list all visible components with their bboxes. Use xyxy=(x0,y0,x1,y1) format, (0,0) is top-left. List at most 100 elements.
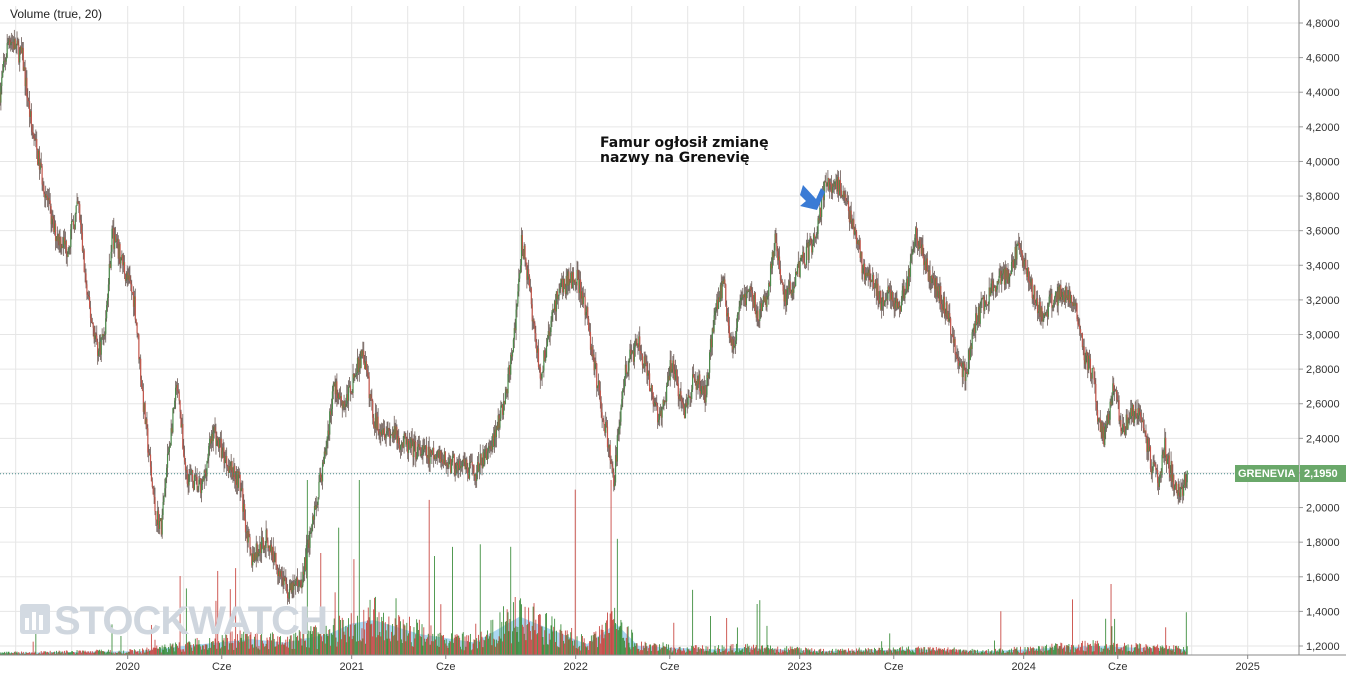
candle-body xyxy=(963,362,965,365)
candle-body xyxy=(831,186,833,193)
candle-body xyxy=(719,284,721,302)
candle-body xyxy=(962,362,964,378)
candle-body xyxy=(1032,297,1034,300)
candle-body xyxy=(726,305,728,317)
candle-body xyxy=(988,287,990,305)
candle-body xyxy=(184,461,187,471)
candle-body xyxy=(209,438,212,444)
candle-body xyxy=(809,238,811,243)
candle-body xyxy=(1061,296,1063,300)
candle-body xyxy=(1107,414,1109,424)
candle-body xyxy=(951,334,954,336)
candle-body xyxy=(812,244,814,253)
candle-body xyxy=(1169,473,1171,478)
candle-body xyxy=(235,471,238,485)
candle-body xyxy=(167,452,170,454)
candle-body xyxy=(481,464,483,468)
candle-body xyxy=(25,77,27,87)
candle-body xyxy=(1153,462,1155,464)
candle-body xyxy=(333,382,335,385)
y-tick-label: 3,2000 xyxy=(1306,295,1340,307)
candle-body xyxy=(38,150,41,170)
candle-body xyxy=(1160,471,1162,475)
candle-body xyxy=(1068,289,1070,302)
candle-body xyxy=(326,439,328,447)
candle-body xyxy=(808,242,810,261)
candle-body xyxy=(717,299,719,309)
candle-body xyxy=(1127,419,1129,429)
candle-body xyxy=(1016,244,1018,260)
candle-body xyxy=(209,438,211,447)
candle-body xyxy=(360,350,362,368)
candle-body xyxy=(821,194,823,218)
candle-body xyxy=(559,288,561,290)
candle-body xyxy=(298,580,300,587)
candle-body xyxy=(867,272,869,277)
candle-body xyxy=(709,352,711,373)
candle-body xyxy=(983,296,985,311)
candle-body xyxy=(1186,470,1188,483)
candle-body xyxy=(123,262,126,275)
candle-body xyxy=(986,304,988,306)
candle-body xyxy=(399,444,401,450)
candle-body xyxy=(557,295,559,300)
candle-body xyxy=(1131,404,1134,416)
candle-body xyxy=(444,451,446,466)
candle-body xyxy=(183,448,185,456)
candle-body xyxy=(977,306,980,323)
candle-body xyxy=(984,300,986,311)
candle-body xyxy=(389,430,391,439)
candle-body xyxy=(95,333,97,336)
candle-body xyxy=(666,381,669,386)
candle-body xyxy=(416,457,418,460)
candle-body xyxy=(992,280,994,292)
candle-body xyxy=(252,553,255,562)
candle-body xyxy=(833,183,835,187)
candle-body xyxy=(941,309,944,311)
candle-body xyxy=(228,465,230,473)
candle-body xyxy=(1069,289,1071,304)
candle-body xyxy=(188,474,190,486)
candle-body xyxy=(1072,302,1075,306)
candle-body xyxy=(721,280,723,299)
candle-body xyxy=(838,177,840,195)
candle-body xyxy=(996,281,998,290)
candle-body xyxy=(539,367,541,379)
candle-body xyxy=(255,543,257,560)
candle-body xyxy=(798,261,800,277)
candle-body xyxy=(500,405,502,419)
y-tick-label: 1,6000 xyxy=(1306,572,1340,584)
candle-body xyxy=(39,162,41,170)
candle-body xyxy=(710,338,713,348)
candle-body xyxy=(895,297,897,304)
candle-body xyxy=(525,258,527,263)
candle-body xyxy=(295,577,298,582)
candle-body xyxy=(769,263,772,287)
candle-body xyxy=(1181,486,1183,489)
candle-body xyxy=(868,269,870,277)
candle-body xyxy=(499,418,501,428)
candle-body xyxy=(1132,404,1135,423)
candle-body xyxy=(567,271,569,286)
candle-body xyxy=(451,456,454,463)
candle-body xyxy=(199,478,201,480)
candle-body xyxy=(835,179,837,182)
y-tick-label: 2,8000 xyxy=(1306,364,1340,376)
candle-body xyxy=(23,67,25,71)
candle-body xyxy=(632,351,635,362)
candle-body xyxy=(452,454,454,457)
candle-body xyxy=(420,454,422,456)
candle-body xyxy=(657,405,659,423)
candle-body xyxy=(552,308,554,313)
candle-body xyxy=(161,515,163,535)
candle-body xyxy=(1008,276,1010,284)
candle-body xyxy=(945,302,947,317)
candle-body xyxy=(340,396,342,402)
y-tick-label: 4,8000 xyxy=(1306,18,1340,30)
candle-body xyxy=(531,304,533,322)
candle-body xyxy=(733,344,735,350)
candle-body xyxy=(17,40,19,46)
candle-body xyxy=(137,333,139,335)
last-price-name: GRENEVIA xyxy=(1238,468,1296,480)
